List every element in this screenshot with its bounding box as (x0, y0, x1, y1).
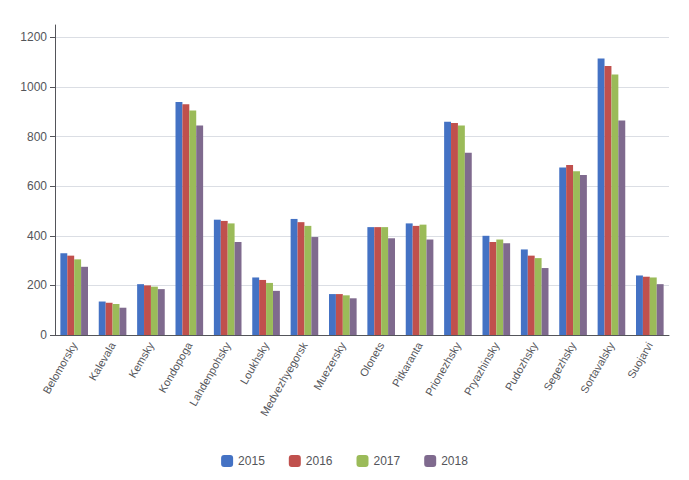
svg-text:Olonets: Olonets (357, 340, 387, 379)
svg-text:0: 0 (40, 328, 47, 342)
svg-text:400: 400 (27, 229, 47, 243)
svg-text:Segezhsky: Segezhsky (541, 340, 579, 393)
svg-text:800: 800 (27, 130, 47, 144)
svg-text:1200: 1200 (20, 30, 47, 44)
svg-text:Kondopoga: Kondopoga (156, 339, 195, 394)
svg-text:Loukhsky: Loukhsky (238, 340, 272, 387)
svg-text:Medvezhyegorsk: Medvezhyegorsk (258, 340, 310, 418)
svg-text:Pryazhinsky: Pryazhinsky (462, 340, 502, 398)
svg-text:600: 600 (27, 179, 47, 193)
svg-text:Sortavalsky: Sortavalsky (578, 340, 617, 396)
svg-text:Kalevala: Kalevala (86, 339, 118, 382)
svg-text:2018: 2018 (441, 454, 468, 468)
svg-text:2017: 2017 (374, 454, 401, 468)
svg-text:Lahdenpohsky: Lahdenpohsky (187, 340, 233, 408)
svg-text:Muezersky: Muezersky (311, 340, 348, 392)
svg-text:Prionezhsky: Prionezhsky (423, 340, 464, 398)
svg-text:200: 200 (27, 278, 47, 292)
svg-text:Pitkaranta: Pitkaranta (390, 339, 426, 389)
svg-text:2016: 2016 (306, 454, 333, 468)
svg-text:1000: 1000 (20, 80, 47, 94)
svg-text:Pudozhsky: Pudozhsky (503, 340, 541, 393)
svg-text:Belomorsky: Belomorsky (40, 340, 79, 396)
svg-text:Kemsky: Kemsky (126, 340, 156, 380)
svg-text:Suojarvi: Suojarvi (625, 340, 655, 380)
svg-text:2015: 2015 (238, 454, 265, 468)
